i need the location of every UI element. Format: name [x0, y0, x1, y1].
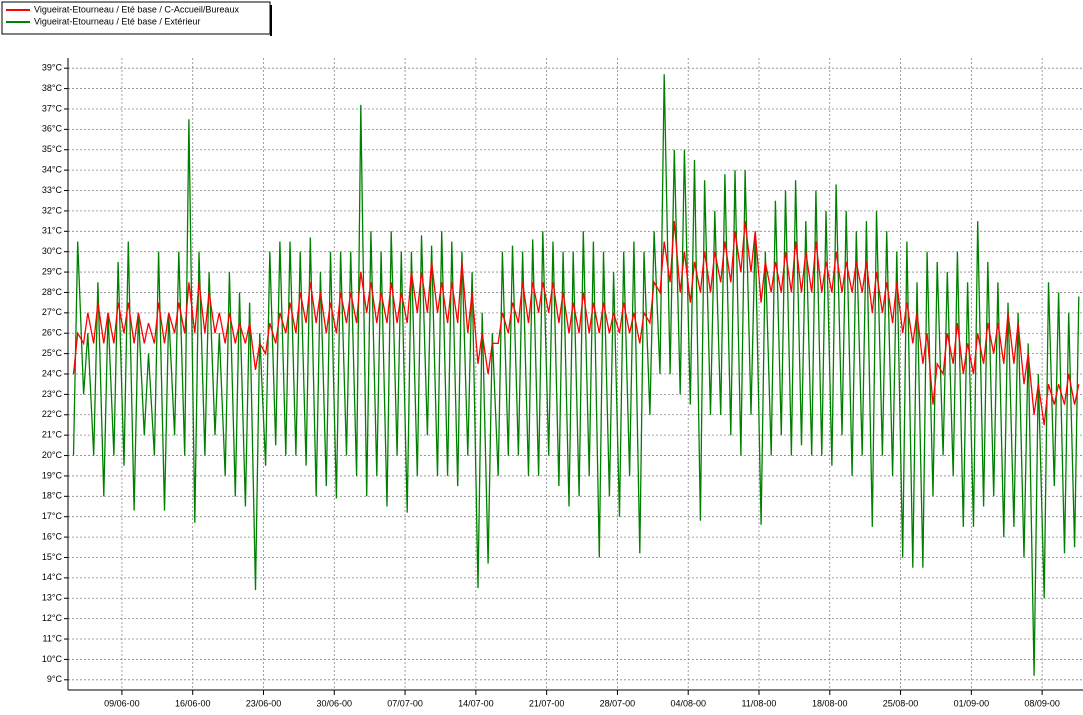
y-tick-label: 18°C [42, 491, 63, 501]
y-tick-label: 27°C [42, 307, 63, 317]
y-tick-label: 30°C [42, 246, 63, 256]
y-tick-label: 37°C [42, 103, 63, 113]
x-tick-label: 18/08-00 [812, 698, 848, 708]
y-tick-label: 20°C [42, 450, 63, 460]
y-tick-label: 38°C [42, 83, 63, 93]
y-tick-label: 22°C [42, 409, 63, 419]
x-tick-label: 25/08-00 [883, 698, 919, 708]
legend-label: Vigueirat-Etourneau / Eté base / C-Accue… [34, 4, 239, 14]
y-tick-label: 33°C [42, 185, 63, 195]
x-tick-label: 11/08-00 [742, 698, 777, 708]
y-tick-label: 29°C [42, 266, 63, 276]
y-tick-label: 24°C [42, 368, 63, 378]
y-tick-label: 11°C [43, 633, 63, 643]
legend-label: Vigueirat-Etourneau / Eté base / Extérie… [34, 16, 200, 26]
y-tick-label: 25°C [42, 348, 63, 358]
y-tick-label: 12°C [42, 613, 63, 623]
x-tick-label: 14/07-00 [458, 698, 494, 708]
series-line [72, 74, 1080, 676]
y-tick-label: 34°C [42, 165, 63, 175]
y-tick-label: 9°C [47, 674, 63, 684]
y-tick-label: 31°C [42, 226, 63, 236]
y-tick-label: 10°C [42, 654, 63, 664]
x-tick-label: 08/09-00 [1024, 698, 1060, 708]
legend-shadow [270, 5, 272, 36]
y-tick-label: 15°C [42, 552, 63, 562]
y-tick-label: 13°C [42, 593, 63, 603]
x-tick-label: 07/07-00 [387, 698, 423, 708]
y-tick-label: 21°C [42, 430, 63, 440]
y-tick-label: 26°C [42, 328, 63, 338]
x-tick-label: 09/06-00 [104, 698, 140, 708]
x-tick-label: 23/06-00 [246, 698, 282, 708]
y-tick-label: 28°C [42, 287, 63, 297]
y-tick-label: 14°C [42, 572, 63, 582]
y-tick-label: 17°C [42, 511, 63, 521]
x-tick-label: 30/06-00 [317, 698, 353, 708]
x-tick-label: 21/07-00 [529, 698, 565, 708]
y-tick-label: 39°C [42, 63, 63, 73]
series-line [72, 221, 1080, 426]
y-tick-label: 36°C [42, 124, 63, 134]
y-tick-label: 35°C [42, 144, 63, 154]
y-tick-label: 23°C [42, 389, 63, 399]
legend-box [1, 1, 271, 35]
x-tick-label: 01/09-00 [954, 698, 990, 708]
y-tick-label: 19°C [42, 470, 63, 480]
x-tick-label: 04/08-00 [670, 698, 706, 708]
x-tick-label: 16/06-00 [175, 698, 211, 708]
x-tick-label: 28/07-00 [600, 698, 636, 708]
y-tick-label: 16°C [42, 531, 63, 541]
y-tick-label: 32°C [42, 205, 63, 215]
